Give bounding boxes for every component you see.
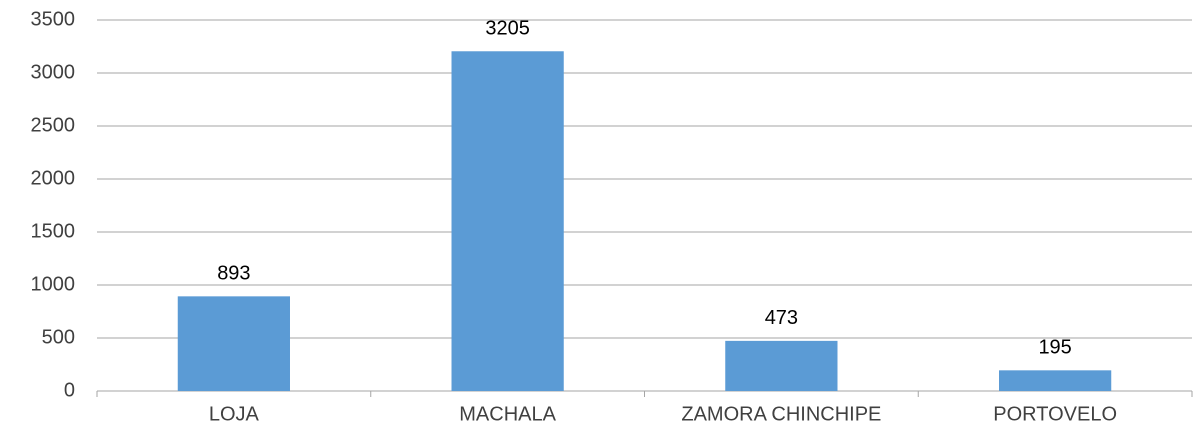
data-label: 3205 bbox=[485, 18, 530, 40]
x-tick-label: PORTOVELO bbox=[993, 403, 1117, 425]
data-label: 893 bbox=[217, 263, 250, 285]
y-tick-label: 500 bbox=[42, 326, 75, 348]
y-tick-label: 3000 bbox=[31, 61, 76, 83]
y-tick-label: 1000 bbox=[31, 273, 76, 295]
y-tick-label: 2000 bbox=[31, 167, 76, 189]
y-tick-label: 1500 bbox=[31, 220, 76, 242]
data-label: 195 bbox=[1038, 337, 1071, 359]
x-tick-label: MACHALA bbox=[459, 403, 556, 425]
y-tick-label: 3500 bbox=[31, 8, 76, 30]
bar bbox=[451, 51, 564, 392]
y-tick-label: 0 bbox=[64, 379, 75, 401]
x-tick-label: LOJA bbox=[209, 403, 260, 425]
bar bbox=[999, 370, 1112, 391]
bar bbox=[177, 296, 290, 391]
x-tick-label: ZAMORA CHINCHIPE bbox=[681, 403, 881, 425]
data-label: 473 bbox=[765, 307, 798, 329]
bar bbox=[725, 340, 838, 391]
y-tick-label: 2500 bbox=[31, 114, 76, 136]
